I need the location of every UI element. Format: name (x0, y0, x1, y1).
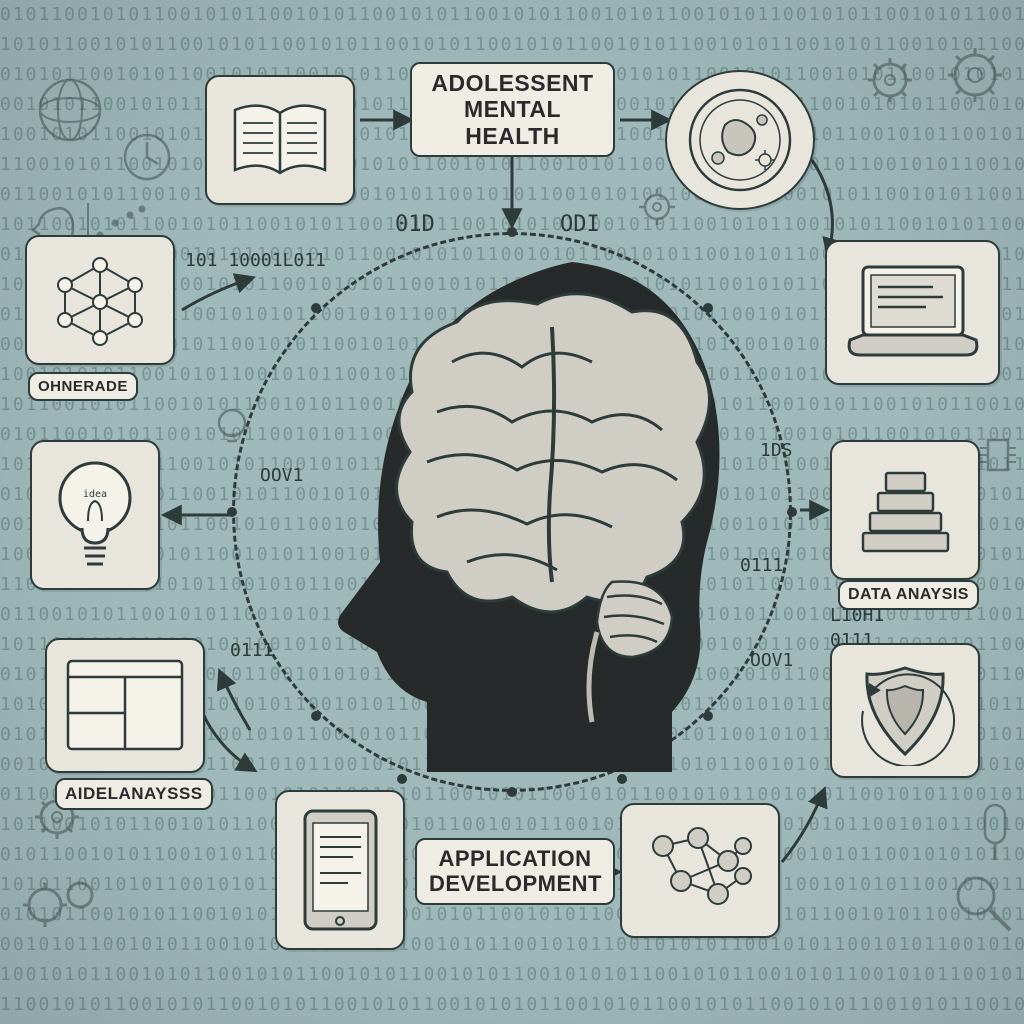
card-graph (620, 803, 780, 938)
doodle-magnify (950, 870, 1020, 940)
svg-text:idea: idea (82, 489, 106, 500)
panels-icon (60, 653, 190, 758)
label-top: ADOLESSENT MENTAL HEALTH (410, 62, 615, 157)
card-book (205, 75, 355, 205)
doodle-popsicle (975, 800, 1015, 870)
doodle-globe (30, 70, 110, 150)
bulb-icon: idea (48, 453, 143, 578)
card-shield (830, 643, 980, 778)
card-petri (665, 70, 815, 210)
label-bottom-line2: DEVELOPMENT (429, 871, 601, 896)
card-stack (830, 440, 980, 580)
petri-icon (680, 80, 800, 200)
doodle-gears-tr2 (940, 40, 1010, 110)
network-icon (40, 250, 160, 350)
label-top-line1: ADOLESSENT (424, 70, 601, 96)
card-network (25, 235, 175, 365)
label-top-line2: MENTAL HEALTH (424, 96, 601, 149)
doodle-gear-sm (635, 185, 680, 230)
label-data-anaysis: DATA ANAYSIS (838, 580, 979, 610)
tablet-icon (293, 803, 388, 938)
label-bottom: APPLICATION DEVELOPMENT (415, 838, 615, 905)
card-laptop (825, 240, 1000, 385)
doodle-gears-tr1 (860, 50, 920, 110)
label-bottom-line1: APPLICATION (429, 846, 601, 871)
doodle-chip-r (978, 430, 1018, 480)
label-aidelanaysss: AIDELANAYSSS (55, 778, 213, 810)
shield-icon (845, 656, 965, 766)
card-bulb: idea (30, 440, 160, 590)
laptop-icon (838, 255, 988, 370)
stack-icon (848, 455, 963, 565)
book-icon (225, 95, 335, 185)
graph-icon (633, 816, 768, 926)
label-ohnerade: OHNERADE (28, 372, 138, 401)
doodle-gears-bl (20, 870, 110, 940)
doodle-clock (120, 130, 175, 185)
head-brain (252, 232, 772, 792)
card-panels (45, 638, 205, 773)
card-tablet (275, 790, 405, 950)
